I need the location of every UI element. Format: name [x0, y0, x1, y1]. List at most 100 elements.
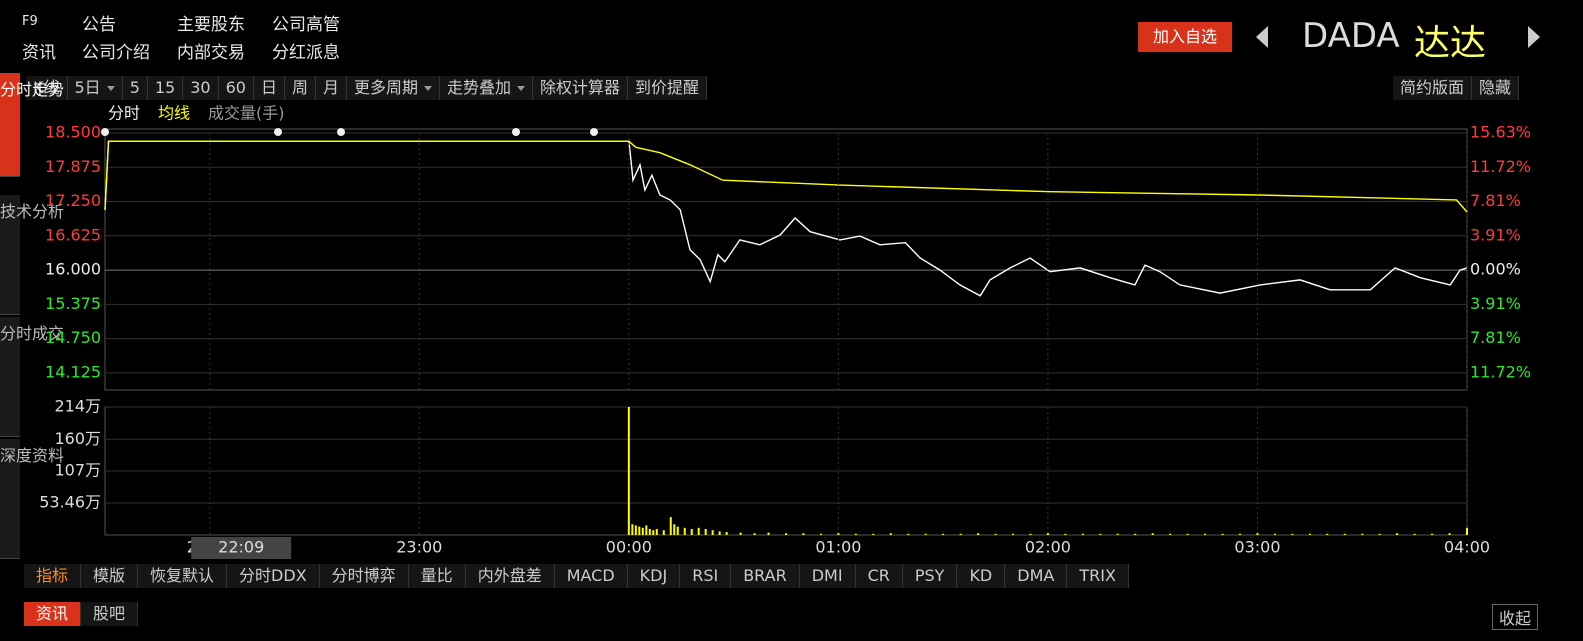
toolbar-item[interactable]: 更多周期 — [347, 76, 441, 100]
footer-tab[interactable]: 资讯 — [24, 602, 82, 626]
volume-bar — [1413, 533, 1416, 535]
volume-bar — [1466, 527, 1468, 535]
event-marker — [101, 128, 109, 136]
indicator-tab[interactable]: 指标 — [24, 564, 82, 588]
volume-bar — [1099, 533, 1102, 535]
top-link[interactable]: 主要股东 — [177, 15, 245, 35]
footer-tab[interactable]: 股吧 — [81, 602, 139, 626]
indicator-tab[interactable]: DMA — [1005, 564, 1068, 588]
volume-bar — [662, 530, 665, 535]
indicator-tab[interactable]: 量比 — [408, 564, 466, 588]
y-tick-label: 17.250 — [45, 191, 101, 210]
volume-bar — [676, 526, 679, 535]
top-link[interactable]: 公告 — [82, 15, 116, 35]
volume-bar — [1029, 533, 1032, 535]
volume-bar — [977, 533, 980, 535]
indicator-tab[interactable]: RSI — [680, 564, 732, 588]
pane-frame — [104, 128, 1468, 391]
volume-bar — [655, 529, 658, 535]
top-link[interactable]: 公司高管 — [272, 15, 340, 35]
toolbar-item[interactable]: 隐藏 — [1472, 76, 1520, 100]
toolbar-item[interactable]: 简约版面 — [1393, 76, 1473, 100]
y2-tick-label: 7.81% — [1470, 191, 1521, 210]
footer-tabs: 资讯 股吧 — [24, 602, 139, 626]
volume-bar — [631, 524, 634, 535]
volume-bar — [673, 524, 676, 535]
volume-bar — [959, 533, 962, 535]
add-button[interactable]: 加入自选 — [1138, 22, 1232, 52]
volume-bar — [711, 530, 714, 535]
y-tick-label: 160万 — [54, 429, 101, 448]
x-tick-label: 01:00 — [815, 538, 861, 557]
y2-tick-label: 0.00% — [1470, 260, 1521, 279]
toolbar-item[interactable]: 5日 — [67, 76, 123, 100]
indicator-tab[interactable]: KD — [957, 564, 1006, 588]
prev-arrow[interactable] — [1256, 26, 1268, 48]
volume-bar — [1361, 533, 1364, 535]
x-tick-label: 00:00 — [606, 538, 652, 557]
volume-bar — [652, 530, 655, 535]
indicator-tab[interactable]: 分时博弈 — [319, 564, 409, 588]
volume-bar — [1081, 533, 1084, 535]
volume-bar — [718, 531, 721, 535]
indicator-tab[interactable]: 模版 — [81, 564, 139, 588]
volume-bar — [1308, 533, 1311, 535]
x-tick-label: 02:00 — [1025, 538, 1071, 557]
volume-bar — [854, 533, 857, 535]
volume-bar — [634, 525, 637, 535]
volume-bar — [1046, 533, 1049, 535]
indicator-tab[interactable]: 内外盘差 — [465, 564, 555, 588]
volume-bar — [1116, 533, 1119, 535]
volume-bar — [645, 525, 648, 535]
y2-tick-label: 3.91% — [1470, 225, 1521, 244]
volume-bar — [1169, 533, 1172, 535]
cursor-label: 22:09 — [218, 538, 264, 557]
toolbar-item[interactable]: 60 — [218, 76, 254, 100]
y-tick-label: 214万 — [54, 397, 101, 416]
volume-bar — [1256, 533, 1259, 535]
y2-tick-label: 7.81% — [1470, 328, 1521, 347]
volume-bar — [1273, 533, 1276, 535]
top-link[interactable]: 资讯 — [22, 43, 56, 63]
toolbar: K线 5日 5 15 30 60 日周月更多周期 走势叠加 除权计算器 到价提醒 — [26, 76, 708, 100]
volume-bar — [1186, 533, 1189, 535]
legend-entry: 分时 — [108, 104, 140, 123]
volume-bar — [648, 529, 651, 535]
indicator-tab[interactable]: 分时DDX — [227, 564, 320, 588]
top-link[interactable]: 公司介绍 — [82, 43, 150, 63]
indicator-tab[interactable]: CR — [855, 564, 903, 588]
indicator-tab[interactable]: DMI — [799, 564, 856, 588]
toolbar-item[interactable]: 走势叠加 — [440, 76, 534, 100]
toolbar-item[interactable]: 30 — [183, 76, 219, 100]
indicator-tab[interactable]: MACD — [554, 564, 628, 588]
toolbar-item[interactable]: 日 — [253, 76, 285, 100]
collapse[interactable]: 收起 — [1492, 604, 1539, 630]
next-arrow[interactable] — [1528, 26, 1540, 48]
volume-bar — [690, 529, 693, 535]
top-link[interactable]: 内部交易 — [177, 43, 245, 63]
y-tick-label: 107万 — [54, 461, 101, 480]
y-tick-label: 16.000 — [45, 260, 101, 279]
toolbar-item[interactable]: 月 — [315, 76, 347, 100]
indicator-tab[interactable]: PSY — [902, 564, 958, 588]
top-link[interactable]: 分红派息 — [272, 43, 340, 63]
volume-bar — [942, 533, 945, 535]
toolbar-item[interactable]: 5 — [122, 76, 148, 100]
indicator-tab[interactable]: TRIX — [1067, 564, 1129, 588]
toolbar-item[interactable]: 15 — [147, 76, 184, 100]
indicator-tab[interactable]: 恢复默认 — [138, 564, 228, 588]
toolbar-item[interactable]: 到价提醒 — [628, 76, 708, 100]
indicator-tab[interactable]: BRAR — [731, 564, 800, 588]
indicator-tab[interactable]: KDJ — [627, 564, 681, 588]
volume-bar — [669, 517, 672, 535]
volume-bar — [704, 529, 707, 535]
toolbar-item[interactable]: 除权计算器 — [533, 76, 629, 100]
y-tick-label: 14.750 — [45, 328, 101, 347]
toolbar-item[interactable]: 周 — [284, 76, 316, 100]
volume-bar — [1378, 533, 1381, 535]
volume-bar — [785, 533, 787, 535]
top-link[interactable]: F9 — [22, 14, 38, 29]
event-marker — [590, 128, 598, 136]
volume-bar — [819, 533, 822, 535]
